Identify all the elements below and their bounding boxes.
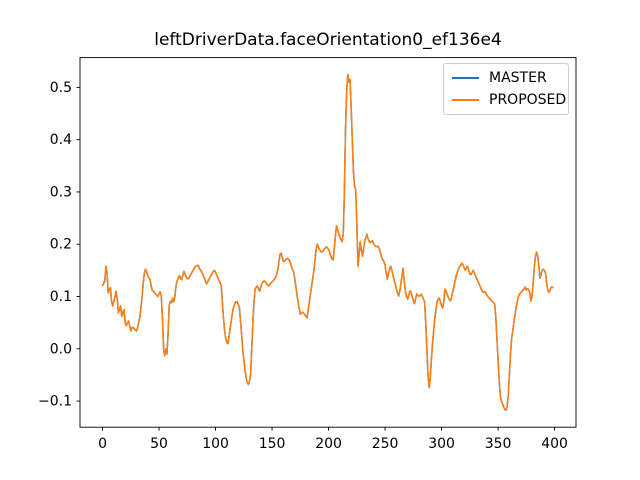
- legend-label-proposed: PROPOSED: [489, 92, 567, 108]
- legend: MASTER PROPOSED: [443, 63, 569, 115]
- legend-entry-proposed: PROPOSED: [452, 92, 566, 108]
- x-tick-label: 350: [485, 436, 512, 452]
- x-tick-label: 200: [315, 436, 342, 452]
- chart-title: leftDriverData.faceOrientation0_ef136e4: [154, 30, 502, 50]
- proposed-series-line: [101, 73, 554, 412]
- y-tick-label: 0.3: [50, 184, 72, 200]
- x-tick-label: 250: [372, 436, 399, 452]
- y-tick-label: −0.1: [38, 394, 72, 410]
- x-tick-label: 0: [98, 436, 107, 452]
- y-tick-label: 0.1: [50, 289, 72, 305]
- x-tick-label: 50: [150, 436, 168, 452]
- y-tick-label: 0.0: [50, 341, 72, 357]
- proposed-line-sample-icon: [452, 99, 479, 101]
- master-series-line: [101, 73, 554, 412]
- plot-border: [79, 57, 577, 428]
- y-tick-label: 0.4: [50, 132, 72, 148]
- x-tick-label: 100: [202, 436, 229, 452]
- legend-label-master: MASTER: [489, 70, 547, 86]
- master-line-sample-icon: [452, 77, 479, 79]
- y-tick-label: 0.5: [50, 80, 72, 96]
- x-tick-label: 300: [428, 436, 455, 452]
- y-tick-label: 0.2: [50, 237, 72, 253]
- x-tick-label: 400: [541, 436, 568, 452]
- legend-entry-master: MASTER: [452, 70, 559, 86]
- x-tick-label: 150: [259, 436, 286, 452]
